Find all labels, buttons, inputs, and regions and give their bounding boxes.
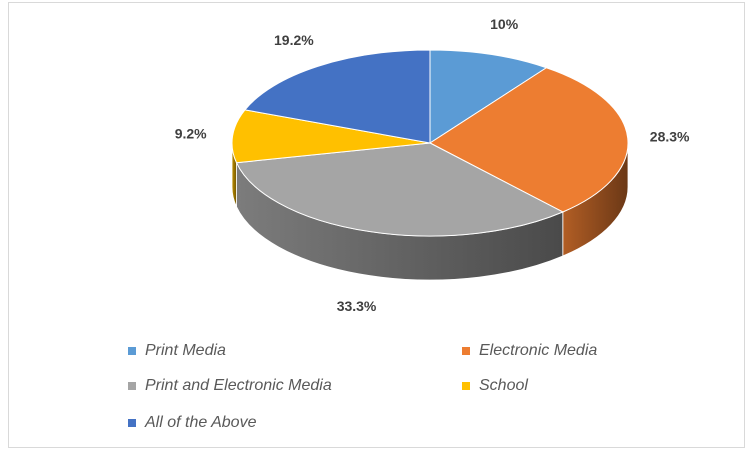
pie-slice-electronic-media <box>429 67 629 213</box>
data-label-electronic-media: 28.3% <box>650 128 690 144</box>
pie-slice-print-media <box>429 49 548 144</box>
data-label-all-of-the-above: 19.2% <box>274 32 314 48</box>
data-label-school: 9.2% <box>175 126 207 142</box>
pie-slice-school <box>231 109 431 164</box>
data-label-print-media: 10% <box>490 16 519 32</box>
pie-slice-all-of-the-above <box>244 49 431 144</box>
data-label-print-and-electronic-media: 33.3% <box>337 298 377 314</box>
pie-slice-print-and-electronic-media <box>235 142 564 237</box>
